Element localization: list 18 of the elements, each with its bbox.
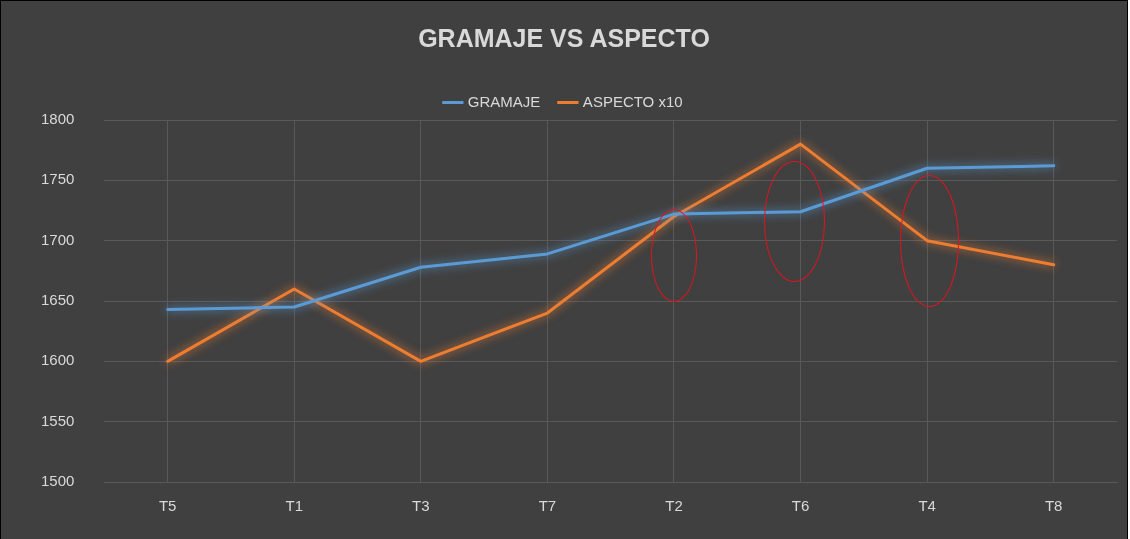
x-tick-label: T1	[285, 497, 303, 515]
x-tick-label: T2	[665, 497, 683, 515]
x-tick-label: T4	[918, 497, 936, 515]
y-tick-label: 1650	[40, 291, 75, 309]
chart-title: GRAMAJE VS ASPECTO	[418, 23, 710, 52]
y-tick-label: 1500	[40, 472, 75, 490]
x-tick-label: T3	[412, 497, 430, 515]
x-tick-label: T7	[538, 497, 557, 515]
x-tick-label: T5	[158, 497, 177, 515]
legend-label: ASPECTO x10	[582, 92, 683, 110]
y-tick-label: 1600	[40, 351, 75, 369]
x-tick-label: T8	[1044, 497, 1063, 515]
y-tick-label: 1550	[40, 411, 75, 429]
legend-label: GRAMAJE	[467, 92, 541, 110]
x-tick-label: T6	[791, 497, 810, 515]
y-tick-label: 1750	[40, 170, 75, 188]
y-tick-label: 1800	[40, 110, 75, 128]
y-tick-label: 1700	[40, 230, 75, 248]
